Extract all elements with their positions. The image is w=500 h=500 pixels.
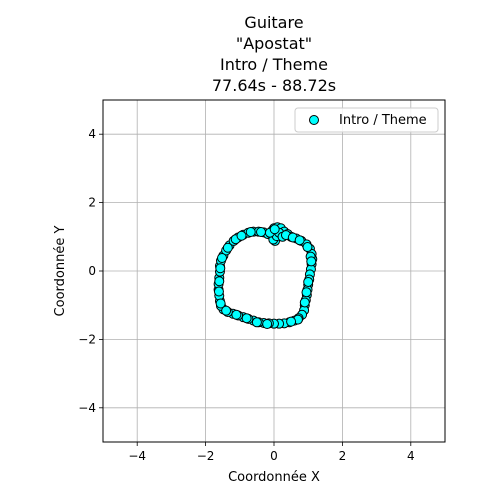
x-tick-label: −2 xyxy=(197,449,215,463)
legend: Intro / Theme xyxy=(294,107,439,133)
y-tick-label: −4 xyxy=(78,401,96,415)
scatter-point xyxy=(215,298,226,309)
x-tick-label: −4 xyxy=(128,449,146,463)
scatter-point xyxy=(215,263,226,274)
x-tick-label: 4 xyxy=(407,449,415,463)
y-tick-label: 4 xyxy=(88,127,96,141)
scatter-point xyxy=(236,230,247,241)
scatter-point xyxy=(251,317,262,328)
scatter-point xyxy=(262,319,273,330)
legend-label: Intro / Theme xyxy=(339,113,427,128)
scatter-point xyxy=(213,286,224,297)
legend-marker xyxy=(309,115,319,125)
x-axis-label: Coordonnée X xyxy=(228,470,320,485)
plot-area-frame xyxy=(102,99,446,443)
scatter-point xyxy=(214,276,225,287)
scatter-point xyxy=(231,309,242,320)
title-line-4: 77.64s - 88.72s xyxy=(212,76,336,95)
y-tick-label: −2 xyxy=(78,332,96,346)
scatter-point xyxy=(303,276,314,287)
scatter-point xyxy=(301,287,312,298)
scatter-point xyxy=(302,242,313,253)
axis-ticks: −4 −2 0 2 4 −4 −2 0 2 4 xyxy=(78,127,414,463)
y-axis-label: Coordonnée Y xyxy=(53,226,68,317)
x-tick-label: 2 xyxy=(339,449,347,463)
title-line-1: Guitare xyxy=(244,13,303,32)
scatter-point xyxy=(286,316,297,327)
scatter-point xyxy=(222,242,233,253)
scatter-points xyxy=(213,222,318,330)
grid xyxy=(103,100,445,442)
y-tick-label: 2 xyxy=(88,196,96,210)
scatter-point xyxy=(269,224,280,235)
scatter-point xyxy=(299,297,310,308)
y-tick-label: 0 xyxy=(88,264,96,278)
scatter-point xyxy=(245,227,256,238)
title-line-3: Intro / Theme xyxy=(220,55,328,74)
scatter-point xyxy=(294,235,305,246)
scatter-point xyxy=(256,227,267,238)
scatter-point xyxy=(306,256,317,267)
scatter-point xyxy=(241,313,252,324)
scatter-point xyxy=(217,253,228,264)
title-line-2: "Apostat" xyxy=(236,34,312,53)
legend-box xyxy=(294,107,439,133)
scatter-point xyxy=(221,305,232,316)
chart-title: Guitare "Apostat" Intro / Theme 77.64s -… xyxy=(212,13,336,95)
x-tick-label: 0 xyxy=(270,449,278,463)
